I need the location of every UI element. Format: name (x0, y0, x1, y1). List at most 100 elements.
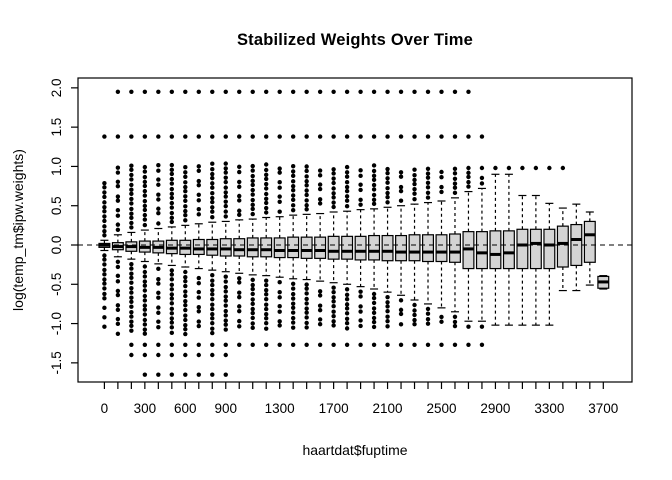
outlier-dot (223, 190, 228, 195)
outlier-dot (344, 302, 350, 307)
box (327, 235, 340, 260)
box (246, 237, 259, 258)
outlier-dot (466, 134, 471, 139)
median-line (166, 246, 178, 250)
outlier-dot (129, 196, 134, 202)
median-line (99, 243, 110, 247)
outlier-dot (156, 134, 161, 139)
outlier-dot (439, 314, 444, 320)
outlier-dot (425, 190, 431, 195)
outlier-dot (331, 195, 336, 200)
outlier-dot (169, 306, 175, 312)
outlier-dot (237, 169, 242, 175)
outlier-dot (237, 164, 242, 170)
box (260, 237, 273, 258)
outlier-dot (371, 192, 377, 198)
outlier-dot (237, 324, 242, 329)
outlier-dot (129, 89, 134, 94)
outlier-dot (142, 264, 148, 269)
outlier-dot (142, 317, 148, 323)
outlier-dot (385, 294, 390, 300)
outlier-dot (344, 204, 350, 209)
median-line (112, 245, 124, 249)
outlier-dot (210, 195, 215, 201)
outlier-dot (142, 188, 148, 194)
outlier-dot (142, 89, 148, 94)
outlier-dot (115, 316, 121, 322)
outlier-dot (331, 289, 336, 295)
outlier-dot (385, 190, 390, 196)
outlier-dot (142, 283, 148, 288)
outlier-dot (115, 227, 121, 232)
outlier-dot (264, 176, 269, 182)
outlier-dot (344, 170, 350, 175)
outlier-dot (277, 342, 282, 347)
outlier-dot (183, 303, 188, 308)
outlier-dot (304, 179, 309, 184)
outlier-dot (439, 189, 444, 195)
outlier-dot (183, 269, 188, 275)
outlier-dot (250, 89, 255, 94)
outlier-dot (264, 134, 269, 139)
outlier-dot (142, 288, 148, 293)
boxplot-group-600 (179, 165, 192, 337)
outlier-dot (210, 278, 215, 283)
outlier-dot (115, 208, 121, 213)
outlier-dot (183, 352, 188, 358)
outlier-dot (129, 163, 134, 168)
outlier-dot (196, 164, 201, 169)
outlier-dot (129, 211, 134, 216)
outlier-dot (142, 217, 148, 222)
outlier-dot (250, 306, 255, 312)
outlier-dot (277, 209, 282, 214)
outlier-dot (129, 215, 134, 221)
outlier-dot (358, 89, 363, 94)
outlier-dot (371, 173, 377, 178)
outlier-dot (142, 169, 148, 174)
outlier-dot (290, 164, 296, 169)
outlier-dot (385, 324, 390, 329)
outlier-dot (142, 179, 148, 185)
outlier-dot (452, 181, 458, 186)
outlier-dot (169, 200, 175, 206)
outlier-dot (344, 164, 350, 170)
outlier-dot (156, 168, 161, 173)
outlier-dot (196, 182, 201, 188)
box (381, 234, 394, 262)
outlier-dot (129, 319, 134, 324)
outlier-dot (183, 327, 188, 332)
box (556, 225, 569, 268)
outlier-dot (344, 297, 350, 302)
outlier-dot (264, 210, 269, 215)
outlier-dot (452, 166, 458, 172)
outlier-dot (290, 134, 296, 139)
outlier-dot (142, 312, 148, 317)
boxplot-group-500 (165, 162, 178, 336)
median-line (422, 250, 434, 254)
outlier-dot (344, 188, 350, 194)
outlier-dot (479, 165, 485, 171)
outlier-dot (115, 165, 121, 170)
outlier-dot (196, 372, 201, 377)
outlier-dot (412, 89, 417, 94)
median-line (287, 248, 299, 252)
outlier-dot (358, 182, 363, 187)
outlier-dot (412, 186, 417, 192)
outlier-dot (385, 194, 390, 200)
outlier-dot (115, 273, 121, 279)
outlier-dot (331, 309, 336, 314)
outlier-dot (250, 173, 255, 179)
outlier-dot (466, 174, 471, 180)
outlier-dot (344, 316, 350, 321)
outlier-dot (277, 280, 282, 285)
box (314, 236, 327, 259)
outlier-dot (277, 134, 282, 139)
outlier-dot (264, 288, 269, 293)
outlier-dot (196, 178, 201, 184)
outlier-dot (183, 208, 188, 214)
median-line (152, 245, 164, 249)
outlier-dot (290, 301, 296, 306)
outlier-dot (223, 170, 228, 175)
boxplot-group-1900 (354, 168, 367, 329)
x-tick-label: 3700 (588, 401, 618, 416)
